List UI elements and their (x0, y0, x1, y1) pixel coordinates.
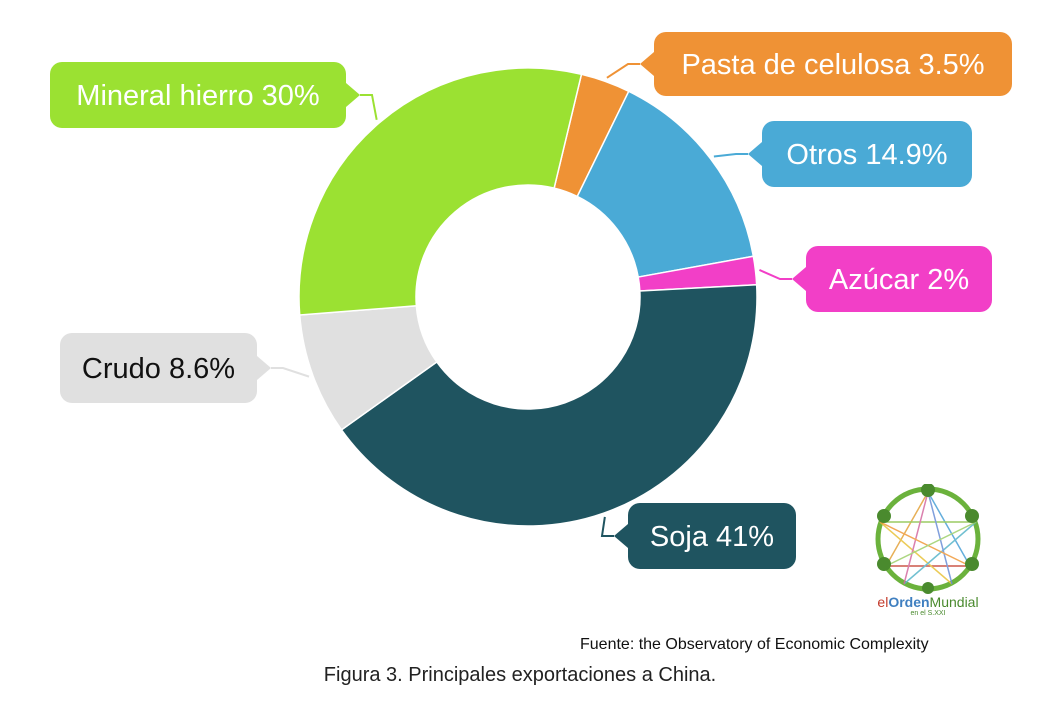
callout-box-pasta-de-celulosa (654, 32, 1012, 96)
callout-pointer-mineral-hierro (346, 83, 360, 107)
logo-wordmark: elOrdenMundial (877, 594, 979, 610)
callout-pointer-otros (748, 142, 762, 166)
callout-box-mineral-hierro (50, 62, 346, 128)
callout-box-crudo (60, 333, 257, 403)
donut-slices (298, 67, 758, 527)
callout-labels: Pasta de celulosa 3.5% Otros 14.9% Azúcar … (50, 32, 1012, 569)
source-note: Fuente: the Observatory of Economic Comp… (580, 636, 929, 653)
callout-box-soja (628, 503, 796, 569)
callout-pointer-pasta-de-celulosa (640, 52, 654, 76)
slice-soja (340, 283, 758, 527)
slice-label-pasta-de-celulosa: Pasta de celulosa 3.5% (681, 49, 984, 81)
leader-line-crudo (271, 367, 310, 378)
leader-line-pasta-de-celulosa (606, 63, 640, 79)
callout-box-azucar (806, 246, 992, 312)
leader-line-soja (600, 516, 614, 537)
logo-emblem-icon (875, 483, 981, 594)
slice-label-crudo: Crudo 8.6% (82, 353, 235, 385)
slice-label-azucar: Azúcar 2% (829, 264, 969, 296)
leader-line-mineral-hierro (360, 94, 378, 121)
slice-mineral-hierro (298, 67, 583, 316)
slice-label-soja: Soja 41% (650, 521, 774, 553)
logo-subtitle: en el S.XXI (910, 610, 946, 617)
elordenmundial-logo: elOrdenMundial en el S.XXI (862, 483, 994, 620)
slice-label-otros: Otros 14.9% (786, 139, 947, 171)
callout-box-otros (762, 121, 972, 187)
leader-line-otros (713, 153, 748, 158)
figure-caption: Figura 3. Principales exportaciones a Ch… (323, 664, 717, 686)
callout-pointer-azucar (792, 267, 806, 291)
callout-pointer-crudo (257, 356, 271, 380)
slice-otros (576, 90, 755, 278)
slice-label-mineral-hierro: Mineral hierro 30% (76, 80, 319, 112)
callout-pointer-soja (614, 524, 628, 548)
leader-line-azucar (759, 269, 792, 280)
